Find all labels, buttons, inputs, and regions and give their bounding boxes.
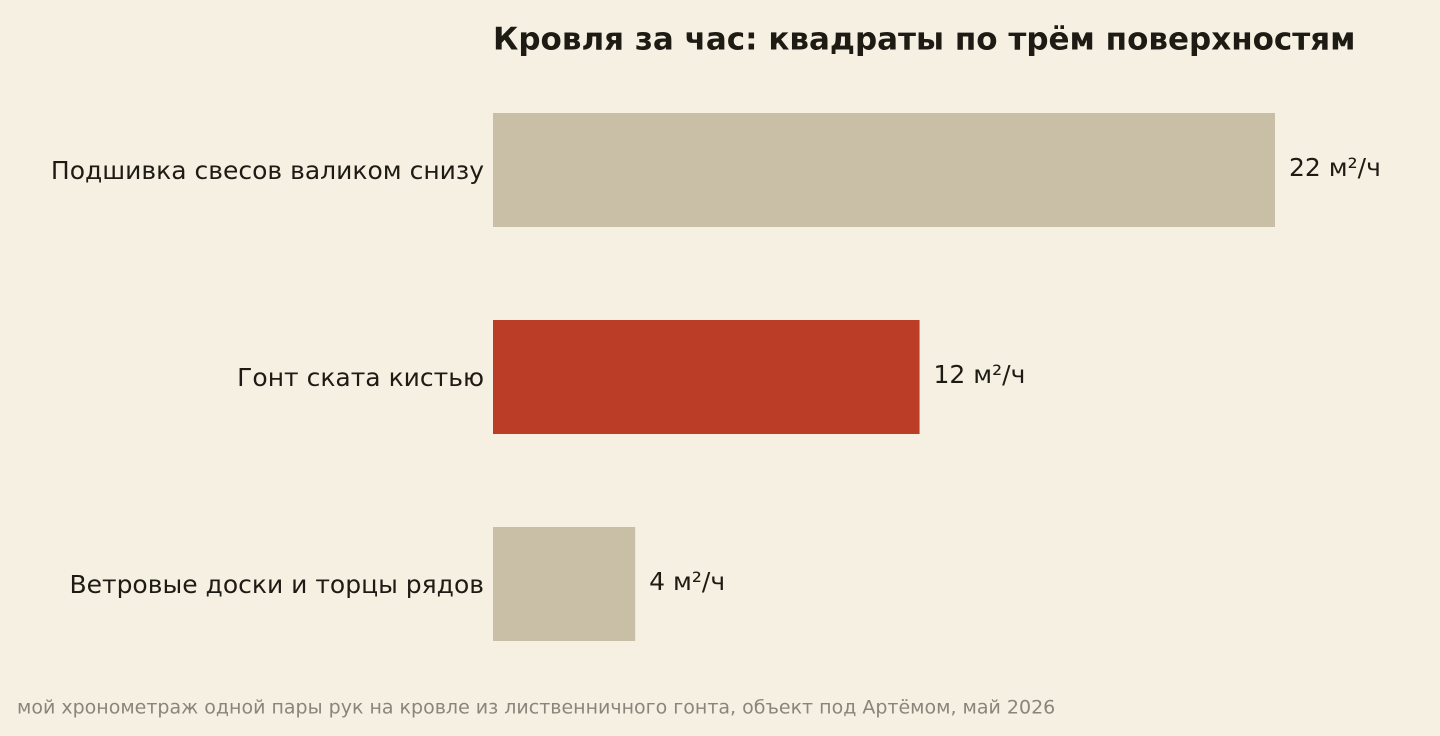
bar [493,527,636,641]
value-label: 12 м²/ч [934,360,1026,389]
category-label: Подшивка свесов валиком снизу [51,156,484,185]
chart-title: Кровля за час: квадраты по трём поверхно… [493,22,1356,58]
footnote: мой хронометраж одной пары рук на кровле… [17,697,1055,719]
value-label: 22 м²/ч [1289,153,1381,182]
value-label: 4 м²/ч [649,567,725,596]
bar [493,320,920,434]
bar [493,113,1275,227]
category-label: Ветровые доски и торцы рядов [69,570,484,599]
category-label: Гонт ската кистью [237,363,484,392]
